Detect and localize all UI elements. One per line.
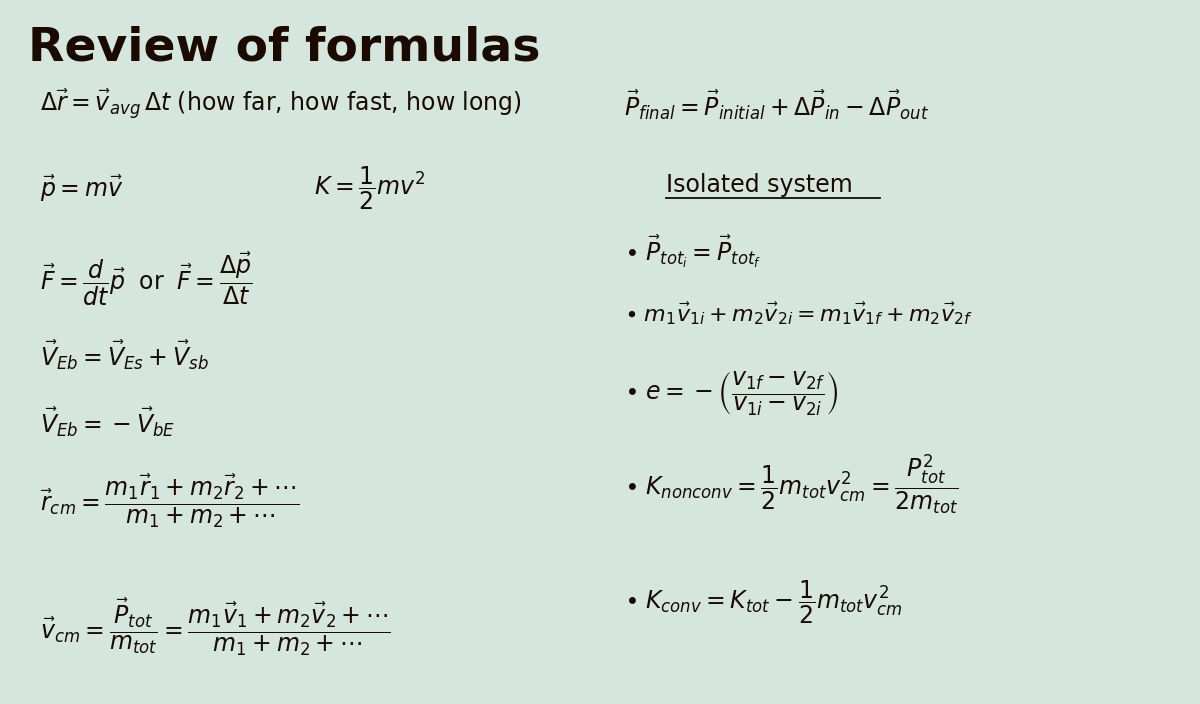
Text: $\bullet\;K_{nonconv} = \dfrac{1}{2}m_{tot}v_{cm}^{2} = \dfrac{P_{tot}^{2}}{2m_{: $\bullet\;K_{nonconv} = \dfrac{1}{2}m_{t…: [624, 452, 959, 516]
Text: $\bullet\;e = -\left(\dfrac{v_{1f} - v_{2f}}{v_{1i} - v_{2i}}\right)$: $\bullet\;e = -\left(\dfrac{v_{1f} - v_{…: [624, 370, 838, 417]
Text: $\vec{V}_{Eb} = -\vec{V}_{bE}$: $\vec{V}_{Eb} = -\vec{V}_{bE}$: [40, 405, 175, 439]
Text: $\vec{P}_{final} = \vec{P}_{initial} + \Delta\vec{P}_{in} - \Delta\vec{P}_{out}$: $\vec{P}_{final} = \vec{P}_{initial} + \…: [624, 88, 929, 122]
Text: $\Delta\vec{r} = \vec{v}_{avg}\,\Delta t$ (how far, how fast, how long): $\Delta\vec{r} = \vec{v}_{avg}\,\Delta t…: [40, 88, 522, 122]
Text: $\bullet\;K_{conv} = K_{tot} - \dfrac{1}{2}m_{tot}v_{cm}^{2}$: $\bullet\;K_{conv} = K_{tot} - \dfrac{1}…: [624, 579, 902, 626]
Text: $\vec{F} = \dfrac{d}{dt}\vec{p}\;$ or $\;\vec{F} = \dfrac{\Delta\vec{p}}{\Delta : $\vec{F} = \dfrac{d}{dt}\vec{p}\;$ or $\…: [40, 251, 252, 308]
Text: $\bullet\;\vec{P}_{tot_i} = \vec{P}_{tot_f}$: $\bullet\;\vec{P}_{tot_i} = \vec{P}_{tot…: [624, 233, 761, 270]
Text: $\bullet\;m_1\vec{v}_{1i} + m_2\vec{v}_{2i} = m_1\vec{v}_{1f} + m_2\vec{v}_{2f}$: $\bullet\;m_1\vec{v}_{1i} + m_2\vec{v}_{…: [624, 301, 973, 327]
Text: $\vec{V}_{Eb} = \vec{V}_{Es} + \vec{V}_{sb}$: $\vec{V}_{Eb} = \vec{V}_{Es} + \vec{V}_{…: [40, 339, 209, 372]
Text: $\vec{p} = m\vec{v}$: $\vec{p} = m\vec{v}$: [40, 173, 124, 204]
Text: Review of formulas: Review of formulas: [28, 25, 540, 70]
Text: $\vec{v}_{cm} = \dfrac{\vec{P}_{tot}}{m_{tot}} = \dfrac{m_1\vec{v}_1 + m_2\vec{v: $\vec{v}_{cm} = \dfrac{\vec{P}_{tot}}{m_…: [40, 596, 391, 658]
Text: $K = \dfrac{1}{2}mv^2$: $K = \dfrac{1}{2}mv^2$: [314, 165, 426, 212]
Text: $\vec{r}_{cm} = \dfrac{m_1\vec{r}_1 + m_2\vec{r}_2 + \cdots}{m_1 + m_2 + \cdots}: $\vec{r}_{cm} = \dfrac{m_1\vec{r}_1 + m_…: [40, 473, 299, 530]
Text: Isolated system: Isolated system: [666, 173, 852, 197]
